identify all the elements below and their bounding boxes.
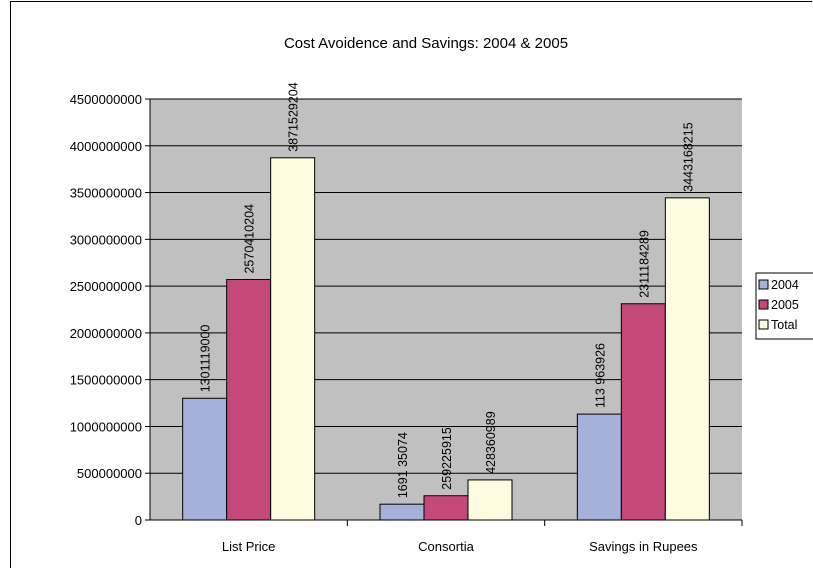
legend-swatch-total <box>758 319 769 330</box>
bar-2005 <box>226 279 272 521</box>
y-tick-label: 500000000 <box>77 466 142 481</box>
bar-total <box>664 197 710 521</box>
bar-2004 <box>182 397 228 521</box>
bar-2004 <box>576 413 622 521</box>
data-label: 2311184289 <box>637 230 651 298</box>
bar-2005 <box>620 303 666 521</box>
bar-2004 <box>379 503 425 521</box>
chart-title: Cost Avoidence and Savings: 2004 & 2005 <box>284 35 568 52</box>
bar-2005 <box>423 495 469 521</box>
category-label: Savings in Rupees <box>589 539 698 554</box>
data-label: 1301119000 <box>199 325 213 393</box>
y-tick-label: 3500000000 <box>70 186 142 201</box>
data-label: 428360989 <box>484 411 498 474</box>
legend-swatch-2005 <box>758 299 769 310</box>
category-label: List Price <box>222 539 275 554</box>
plot-area: 0 500000000 1000000000 1500000000 2000000000… <box>70 82 743 554</box>
data-label: 3443168215 <box>681 122 695 192</box>
y-tick-label: 1000000000 <box>70 419 142 434</box>
data-label: 113 963926 <box>593 343 607 408</box>
category-label: Consortia <box>418 539 474 554</box>
y-tick-label: 2500000000 <box>70 279 142 294</box>
legend-label: Total <box>771 318 797 332</box>
data-label: 259225915 <box>440 427 454 490</box>
legend-swatch-2004 <box>758 279 769 290</box>
legend-label: 2004 <box>771 278 799 292</box>
y-tick-label: 1500000000 <box>70 373 142 388</box>
y-tick-label: 4500000000 <box>70 92 142 107</box>
y-tick-label: 4000000000 <box>70 139 142 154</box>
chart-frame <box>10 1 812 568</box>
legend: 2004 2005 Total <box>755 272 813 340</box>
data-label: 2570410204 <box>243 204 257 274</box>
bar-total <box>467 479 513 521</box>
y-tick-label: 2000000000 <box>70 326 142 341</box>
data-label: 1691 35074 <box>396 432 410 498</box>
bar-total <box>270 157 316 521</box>
y-tick-label: 0 <box>135 513 142 528</box>
y-tick-label: 3000000000 <box>70 232 142 247</box>
data-label: 3871529204 <box>287 82 301 152</box>
legend-label: 2005 <box>771 298 799 312</box>
